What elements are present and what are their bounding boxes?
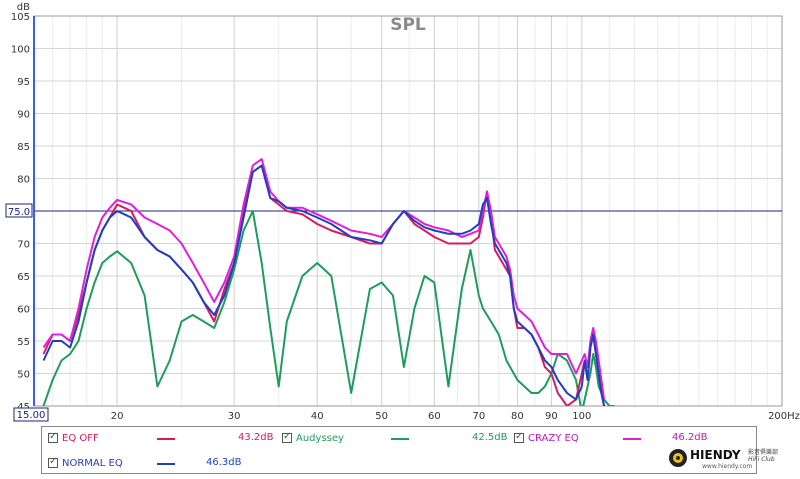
series-normal-eq (42, 164, 606, 406)
x-tick-label: 40 (311, 411, 324, 422)
checkbox-icon[interactable] (48, 431, 58, 443)
brand-sub: HiFi Club (748, 456, 775, 463)
y-tick-label: 105 (11, 12, 30, 23)
hiendy-logo: HIENDY 影音俱樂部 HiFi Club www.hiendy.com (668, 446, 792, 470)
legend-item-audyssey[interactable]: Audyssey (282, 431, 344, 445)
x-start-label: 15.00 (17, 410, 46, 421)
y-tick-label: 50 (17, 370, 30, 381)
legend-swatch (391, 438, 409, 440)
legend-label: NORMAL EQ (62, 457, 123, 469)
y-tick-label: 85 (17, 142, 30, 153)
series-crazy-eq (42, 158, 606, 400)
x-tick-label: 20 (111, 411, 124, 422)
checkbox-icon[interactable] (48, 456, 58, 468)
y-tick-label: 65 (17, 272, 30, 283)
y-tick-label: 90 (17, 110, 30, 121)
legend-swatch (623, 438, 641, 440)
x-tick-label: 100 (572, 411, 591, 422)
legend-value: 42.5dB (472, 432, 508, 443)
reference-marker (5, 203, 33, 218)
legend-swatch (157, 463, 175, 465)
legend-item-eq-off[interactable]: EQ OFF (48, 431, 99, 445)
brand-chinese: 影音俱樂部 (748, 448, 778, 456)
x-tick-label: 200Hz (768, 411, 800, 422)
y-tick-label: 70 (17, 240, 30, 251)
legend-label: EQ OFF (62, 432, 99, 444)
brand-name: HIENDY (690, 448, 741, 462)
x-start-marker (13, 407, 49, 422)
checkbox-icon[interactable] (282, 431, 292, 443)
legend-item-normal-eq[interactable]: NORMAL EQ (48, 456, 123, 470)
spl-chart: 4550556065707580859095100105203040506070… (5, 2, 800, 422)
legend: EQ OFF 43.2dB Audyssey 42.5dB CRAZY EQ 4… (41, 426, 757, 474)
series-audyssey (42, 210, 615, 406)
checkbox-icon[interactable] (514, 431, 524, 443)
x-tick-label: 80 (511, 411, 524, 422)
x-tick-label: 90 (545, 411, 558, 422)
legend-value: 46.3dB (206, 457, 242, 468)
x-tick-label: 30 (228, 411, 241, 422)
x-tick-label: 50 (375, 411, 388, 422)
legend-label: CRAZY EQ (528, 432, 579, 444)
x-tick-label: 70 (472, 411, 485, 422)
y-tick-label: 80 (17, 175, 30, 186)
y-tick-label: 55 (17, 337, 30, 348)
legend-value: 43.2dB (238, 432, 274, 443)
y-tick-label: 95 (17, 77, 30, 88)
legend-value: 46.2dB (672, 432, 708, 443)
y-tick-label: 100 (11, 45, 30, 56)
hiendy-logo-graphic: HIENDY 影音俱樂部 HiFi Club www.hiendy.com (669, 448, 778, 470)
y-axis-label: dB (17, 2, 30, 13)
chart-title: SPL (390, 15, 426, 35)
legend-item-crazy-eq[interactable]: CRAZY EQ (514, 431, 579, 445)
reference-label: 75.0 (8, 207, 30, 218)
y-tick-label: 60 (17, 305, 30, 316)
brand-url: www.hiendy.com (702, 463, 752, 470)
legend-swatch (157, 438, 175, 440)
legend-label: Audyssey (296, 432, 344, 444)
x-tick-label: 60 (428, 411, 441, 422)
